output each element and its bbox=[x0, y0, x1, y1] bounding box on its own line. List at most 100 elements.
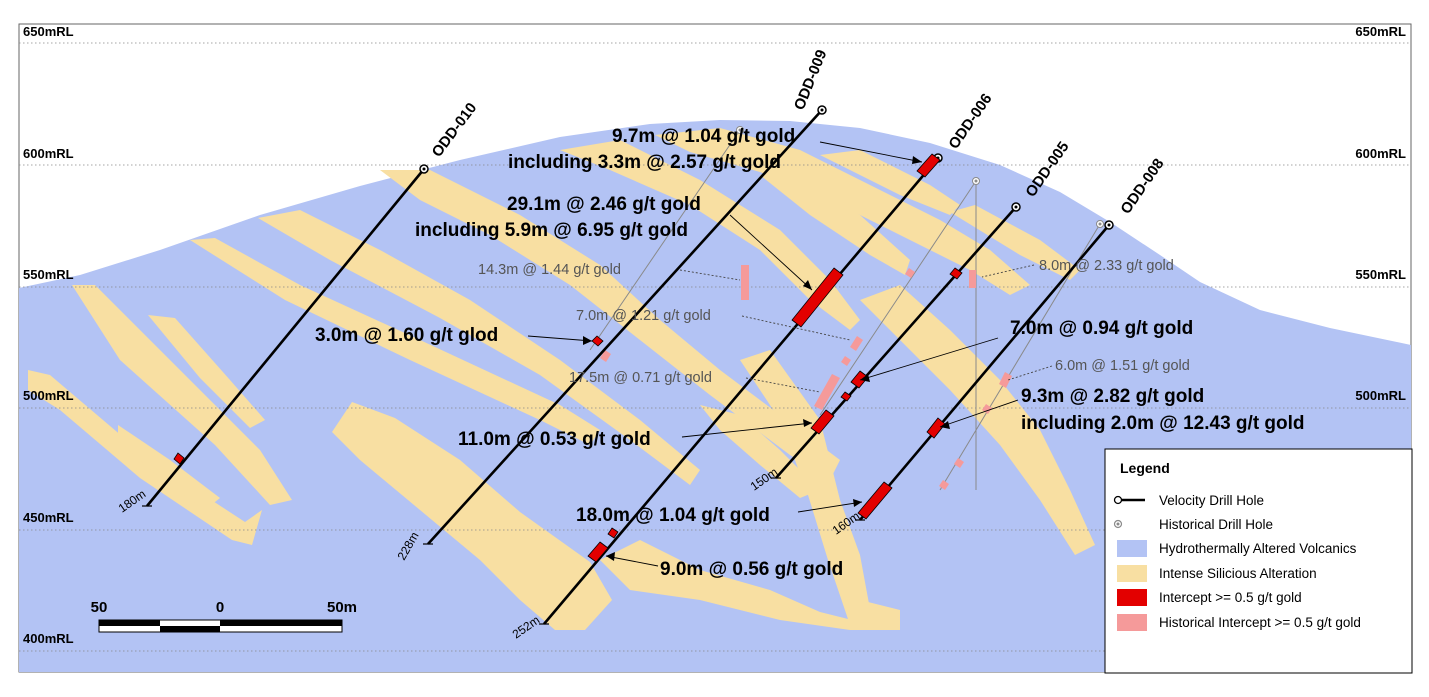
historical-intercepts bbox=[600, 265, 1012, 490]
scale-label-right: 50m bbox=[327, 599, 357, 616]
legend-label: Velocity Drill Hole bbox=[1159, 493, 1264, 508]
leader-line bbox=[527, 335, 593, 342]
historical-intercept bbox=[841, 356, 851, 366]
intercept bbox=[916, 153, 941, 178]
annotation-odd-010: 3.0m @ 1.60 g/t glod bbox=[315, 325, 498, 346]
annotation-odd-006-c: 11.0m @ 0.53 g/t gold bbox=[458, 429, 651, 450]
annotation-odd-009-a: 9.7m @ 1.04 g/t gold bbox=[612, 126, 795, 147]
intercept-annotations: 9.7m @ 1.04 g/t gold including 3.3m @ 2.… bbox=[315, 126, 1305, 580]
scale-label-left: 50 bbox=[91, 599, 108, 616]
arrowhead bbox=[940, 421, 950, 429]
silicious-band bbox=[118, 425, 220, 510]
leader-lines bbox=[527, 141, 1019, 567]
intercept bbox=[949, 267, 963, 280]
volcanics-swatch bbox=[1117, 540, 1147, 557]
historical-intercept bbox=[999, 372, 1012, 388]
legend-label: Intense Silicious Alteration bbox=[1159, 566, 1317, 581]
drill-hole-trace-odd-005 bbox=[775, 206, 1017, 479]
scale-bar-segment bbox=[99, 620, 160, 626]
historical-hole-collar-dot bbox=[974, 179, 978, 183]
historical-intercept bbox=[954, 458, 964, 468]
historical-leader bbox=[981, 264, 1035, 278]
rl-label: 400mRL bbox=[23, 631, 74, 646]
silicious-band bbox=[332, 402, 612, 630]
historical-intercept bbox=[850, 336, 863, 351]
historical-hole-collar-dot bbox=[738, 128, 742, 132]
silicious-band bbox=[860, 285, 1095, 555]
drill-hole-trace-odd-006 bbox=[543, 157, 939, 625]
historical-intercept bbox=[741, 265, 749, 300]
legend-label: Intercept >= 0.5 g/t gold bbox=[1159, 590, 1302, 605]
legend-label: Hydrothermally Altered Volcanics bbox=[1159, 541, 1357, 556]
historical-intercept-swatch bbox=[1117, 614, 1147, 631]
historical-annotations: 14.3m @ 1.44 g/t gold 7.0m @ 1.21 g/t go… bbox=[478, 258, 1190, 386]
rl-label: 600mRL bbox=[1355, 146, 1406, 161]
intercept-swatch bbox=[1117, 589, 1147, 606]
annotation-odd-008-a: 9.3m @ 2.82 g/t gold bbox=[1021, 386, 1204, 407]
rl-labels-left: 650mRL 600mRL 550mRL 500mRL 450mRL 400mR… bbox=[23, 24, 74, 646]
annotation-odd-009-c: 9.0m @ 0.56 g/t gold bbox=[660, 559, 843, 580]
leader-line bbox=[605, 555, 659, 567]
historical-hole-icon-dot bbox=[1116, 522, 1120, 526]
scale-bar: 50 0 50m bbox=[91, 599, 357, 633]
leader-line bbox=[797, 501, 863, 513]
drill-hole-collars bbox=[419, 105, 1114, 230]
rl-label: 600mRL bbox=[23, 146, 74, 161]
historical-leader-lines bbox=[679, 264, 1053, 393]
drill-hole-collar-dot bbox=[1014, 205, 1018, 209]
rl-label: 650mRL bbox=[1355, 24, 1406, 39]
rl-label: 450mRL bbox=[23, 510, 74, 525]
silicious-band bbox=[820, 150, 960, 215]
velocity-intercepts bbox=[173, 153, 963, 563]
historical-hole-trace bbox=[589, 129, 741, 351]
silicious-band bbox=[72, 285, 292, 505]
drill-hole-end-ticks bbox=[142, 477, 865, 625]
silicious-band bbox=[655, 128, 1030, 295]
intercept bbox=[587, 541, 609, 563]
annotation-odd-008-b: including 2.0m @ 12.43 g/t gold bbox=[1021, 413, 1305, 434]
drill-hole-collar-dot bbox=[820, 108, 824, 112]
intercept bbox=[591, 335, 604, 347]
historical-intercept bbox=[939, 480, 949, 490]
silicious-band bbox=[190, 238, 600, 445]
historical-leader bbox=[745, 377, 821, 393]
historical-annotation: 8.0m @ 2.33 g/t gold bbox=[1039, 258, 1174, 274]
scale-bar-segment bbox=[220, 620, 342, 626]
historical-intercept bbox=[814, 374, 840, 410]
annotation-odd-006-a: 29.1m @ 2.46 g/t gold bbox=[507, 194, 701, 215]
legend-label: Historical Intercept >= 0.5 g/t gold bbox=[1159, 615, 1361, 630]
annotation-odd-006-b: including 5.9m @ 6.95 g/t gold bbox=[415, 220, 688, 241]
intercept bbox=[840, 391, 852, 402]
scale-label-zero: 0 bbox=[216, 599, 224, 616]
silicious-swatch bbox=[1117, 565, 1147, 582]
silicious-alteration-units bbox=[28, 128, 1095, 630]
historical-hole-trace bbox=[819, 180, 977, 416]
rl-label: 500mRL bbox=[23, 388, 74, 403]
intercept bbox=[810, 409, 835, 435]
silicious-band bbox=[700, 405, 820, 498]
rl-label: 550mRL bbox=[1355, 267, 1406, 282]
arrowhead bbox=[860, 374, 870, 382]
annotation-odd-005: 7.0m @ 0.94 g/t gold bbox=[1010, 318, 1193, 339]
historical-intercept bbox=[600, 350, 611, 362]
silicious-band bbox=[380, 170, 840, 480]
leader-line bbox=[819, 141, 923, 163]
legend-box bbox=[1104, 448, 1413, 674]
historical-annotation: 14.3m @ 1.44 g/t gold bbox=[478, 262, 621, 278]
legend-title: Legend bbox=[1120, 460, 1170, 476]
historical-intercept bbox=[969, 270, 976, 288]
drill-hole-collar-dot bbox=[1107, 223, 1111, 227]
drill-hole-trace-odd-010 bbox=[145, 168, 426, 507]
annotation-odd-009-b: including 3.3m @ 2.57 g/t gold bbox=[508, 152, 781, 173]
silicious-band bbox=[600, 540, 900, 630]
leader-line bbox=[681, 422, 813, 438]
scale-bar-segment bbox=[160, 626, 220, 632]
historical-leader bbox=[741, 315, 851, 341]
intercept bbox=[607, 527, 619, 539]
historical-annotation: 17.5m @ 0.71 g/t gold bbox=[569, 370, 712, 386]
intercept bbox=[926, 417, 946, 439]
arrowhead bbox=[803, 419, 812, 427]
rl-labels-right: 650mRL 600mRL 550mRL 500mRL bbox=[1355, 24, 1406, 403]
drill-hole-trace-odd-009 bbox=[427, 109, 823, 545]
